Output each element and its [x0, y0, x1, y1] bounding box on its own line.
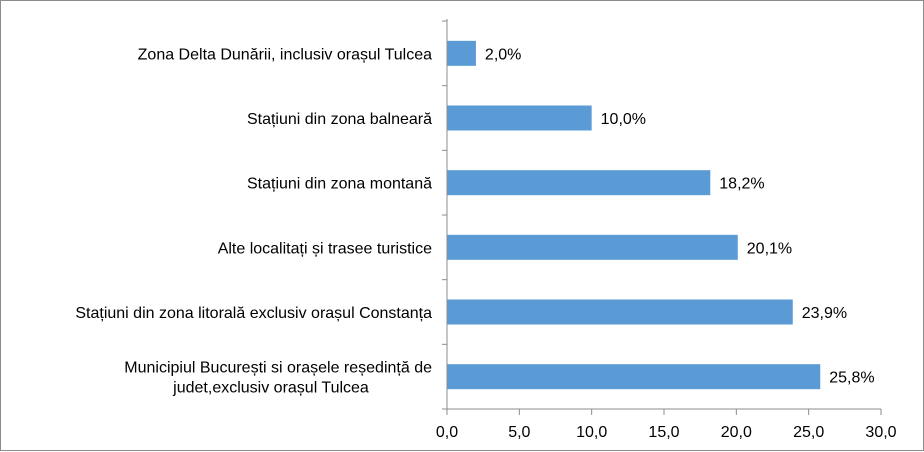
category-label-line: judet,exclusiv orașul Tulcea: [172, 380, 369, 397]
bar-3: [447, 234, 738, 260]
bar-1: [447, 105, 592, 131]
bar-4: [447, 299, 793, 325]
value-label-1: 10,0%: [601, 111, 646, 128]
value-label-3: 20,1%: [747, 240, 792, 257]
x-tick-label-4: 20,0: [721, 424, 752, 441]
category-label-0: Zona Delta Dunării, inclusiv orașul Tulc…: [138, 46, 432, 63]
value-label-2: 18,2%: [719, 176, 764, 193]
x-tick-label-0: 0,0: [436, 424, 458, 441]
bar-0: [447, 40, 476, 66]
value-label-5: 25,8%: [829, 370, 874, 387]
bar-5: [447, 364, 821, 390]
x-tick-label-3: 15,0: [648, 424, 679, 441]
x-tick-label-6: 30,0: [865, 424, 896, 441]
x-tick-label-1: 5,0: [508, 424, 530, 441]
axis-layer: [442, 19, 882, 415]
category-label-line: Municipiul București si orașele reședinț…: [124, 360, 432, 377]
x-tick-label-5: 25,0: [793, 424, 824, 441]
value-label-0: 2,0%: [485, 46, 521, 63]
category-label-3: Alte localitați și trasee turistice: [218, 240, 432, 257]
bars-layer: [447, 40, 821, 390]
category-label-2: Stațiuni din zona montană: [247, 176, 432, 193]
category-label-5: Municipiul București si orașele reședinț…: [124, 360, 432, 397]
category-label-1: Stațiuni din zona balneară: [247, 111, 432, 128]
value-label-4: 23,9%: [802, 305, 847, 322]
labels-layer: 2,0% Zona Delta Dunării, inclusiv orașul …: [75, 46, 896, 441]
bar-2: [447, 170, 711, 196]
category-label-4: Stațiuni din zona litorală exclusiv oraș…: [75, 305, 432, 322]
x-tick-label-2: 10,0: [576, 424, 607, 441]
